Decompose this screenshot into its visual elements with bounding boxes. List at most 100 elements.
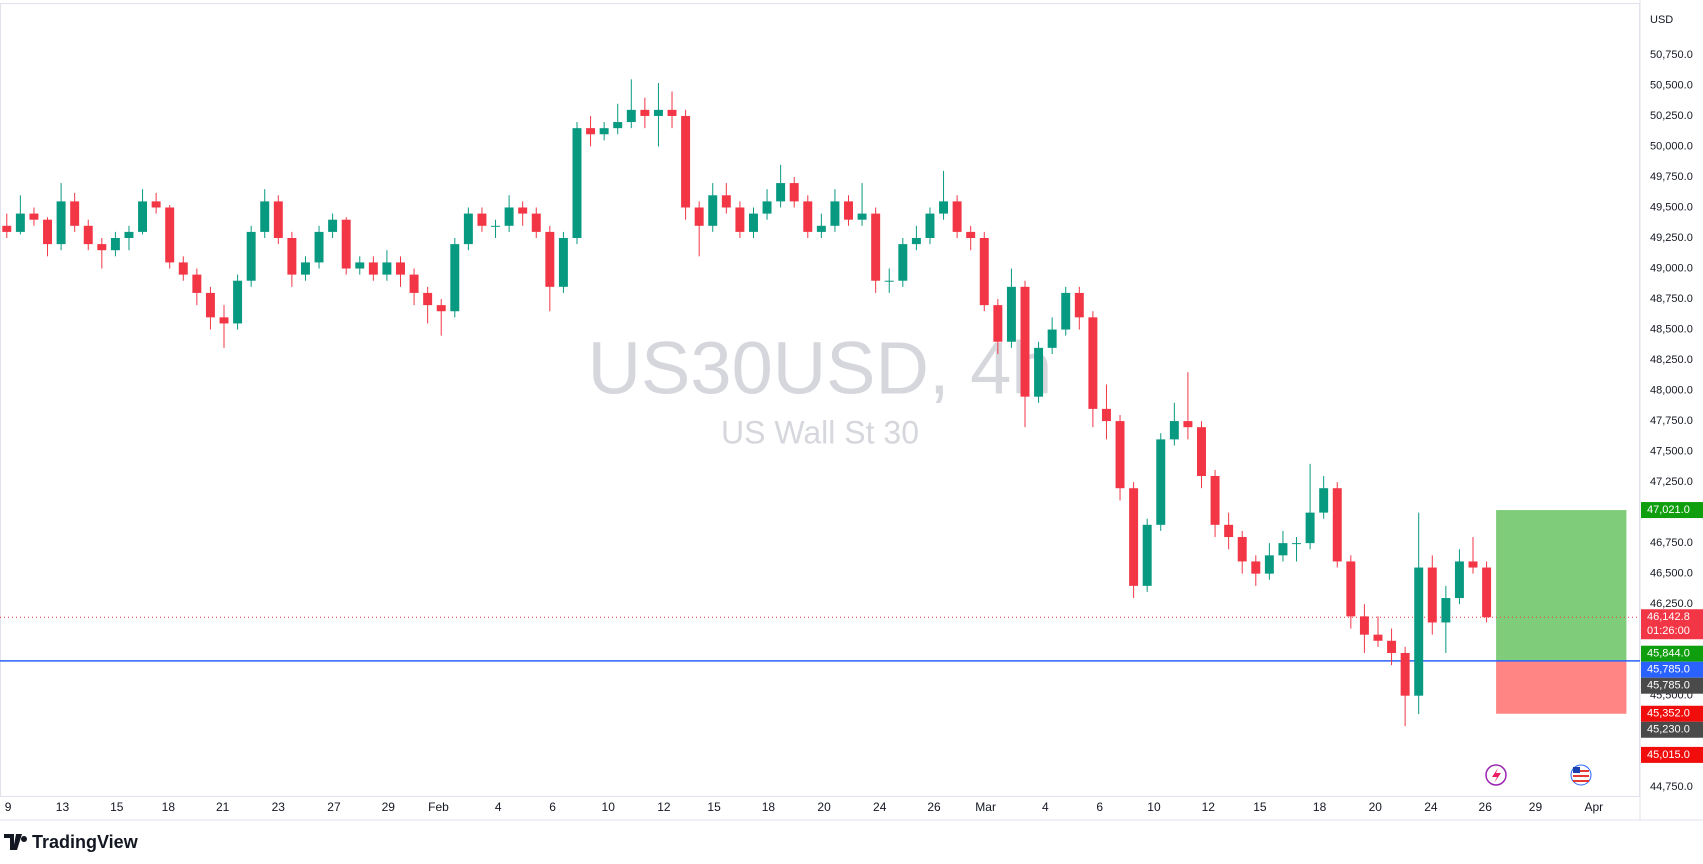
candle-body [110,238,120,251]
candle-body [1047,329,1057,348]
y-tick-label: 47,750.0 [1650,415,1693,427]
candle-body [287,238,297,275]
candle-body [300,262,310,275]
price-label-text: 45,230.0 [1647,724,1690,736]
candle-body [368,262,378,275]
candle-body [844,201,853,220]
logo-text: TradingView [32,832,139,852]
candle-body [409,274,419,293]
candle-body [531,213,541,232]
candle-body [219,317,229,324]
candle-body [29,213,39,220]
candle-body [681,115,691,208]
candle-body [15,213,25,232]
candle-body [178,262,188,275]
candle-body [966,231,976,239]
candle-body [979,238,989,306]
price-label: 45,844.0 [1641,645,1703,662]
candle-body [830,201,840,226]
candle-body [233,280,243,324]
candle-body [477,213,487,226]
candle-body [735,207,745,232]
x-tick-label: 15 [707,800,721,814]
price-label: 45,785.0 [1641,677,1703,694]
price-label-text: 47,021.0 [1647,504,1690,516]
loss-zone [1496,660,1627,714]
candle-body [1034,347,1044,397]
candle-body [396,262,405,275]
y-tick-label: 48,000.0 [1650,384,1693,396]
x-tick-label: 15 [110,800,124,814]
x-tick-label: 12 [1202,800,1216,814]
price-label-text: 45,785.0 [1647,664,1690,676]
x-tick-label: 29 [382,800,396,814]
candle-body [314,231,324,263]
candle-body [1359,616,1369,635]
candle-body [748,213,758,232]
candle-body [1414,567,1424,696]
candle-body [1183,421,1193,428]
price-label: 45,015.0 [1641,746,1703,763]
y-tick-label: 48,750.0 [1650,293,1693,305]
x-tick-label: 20 [1369,800,1383,814]
price-label: 45,785.0 [1641,661,1703,678]
logo: TradingView [4,832,139,852]
candle-body [1074,292,1084,318]
candle-body [1115,421,1125,489]
price-label: 45,352.0 [1641,705,1703,722]
candle-body [925,213,935,239]
x-tick-label: 10 [1147,800,1161,814]
x-tick-label: 4 [495,800,502,814]
candle-body [857,213,867,220]
y-tick-label: 44,750.0 [1650,781,1693,793]
candle-body [721,195,731,208]
price-label-text: 46,142.8 [1647,611,1690,623]
candle-body [1061,292,1071,330]
candle-body [355,262,365,269]
x-tick-label: 26 [927,800,941,814]
candle-body [1169,421,1179,440]
candle-body [626,109,636,123]
y-tick-label: 46,250.0 [1650,598,1693,610]
x-tick-label: 24 [1424,800,1438,814]
candle-body [1224,524,1234,538]
candle-body [1468,561,1478,568]
candle-body [124,231,134,239]
candle-body [816,225,826,232]
x-tick-label: 18 [162,800,176,814]
price-label-box [1641,609,1703,640]
candle-body [1156,439,1166,525]
candle-body [694,207,704,226]
x-tick-label: 6 [1096,800,1103,814]
x-tick-label: Feb [428,800,449,814]
candle-body [1346,561,1356,617]
candle-body [1278,543,1288,556]
candle-body [518,207,528,214]
candle-body [1237,537,1247,562]
plot-area [0,79,1640,727]
candle-body [1101,408,1111,422]
price-label: 47,021.0 [1641,502,1703,519]
candle-body [762,201,772,214]
candle-body [341,219,351,269]
candle-body [328,219,338,232]
x-tick-label: 26 [1479,800,1493,814]
candle-body [545,231,555,287]
y-tick-label: 49,250.0 [1650,232,1693,244]
y-tick-label: 48,250.0 [1650,354,1693,366]
y-tick-label: 49,000.0 [1650,262,1693,274]
price-label-box [1641,705,1703,722]
candle-body [871,213,881,281]
candle-body [1319,488,1329,513]
candle-body [1441,598,1451,623]
flag-icon [1570,764,1592,786]
candle-body [572,128,582,239]
candle-body [884,280,894,282]
y-tick-label: 50,000.0 [1650,140,1693,152]
candle-body [260,201,270,232]
candle-body [273,201,283,239]
candle-body [1006,286,1016,342]
price-label-box [1641,502,1703,519]
candle-body [43,219,52,245]
